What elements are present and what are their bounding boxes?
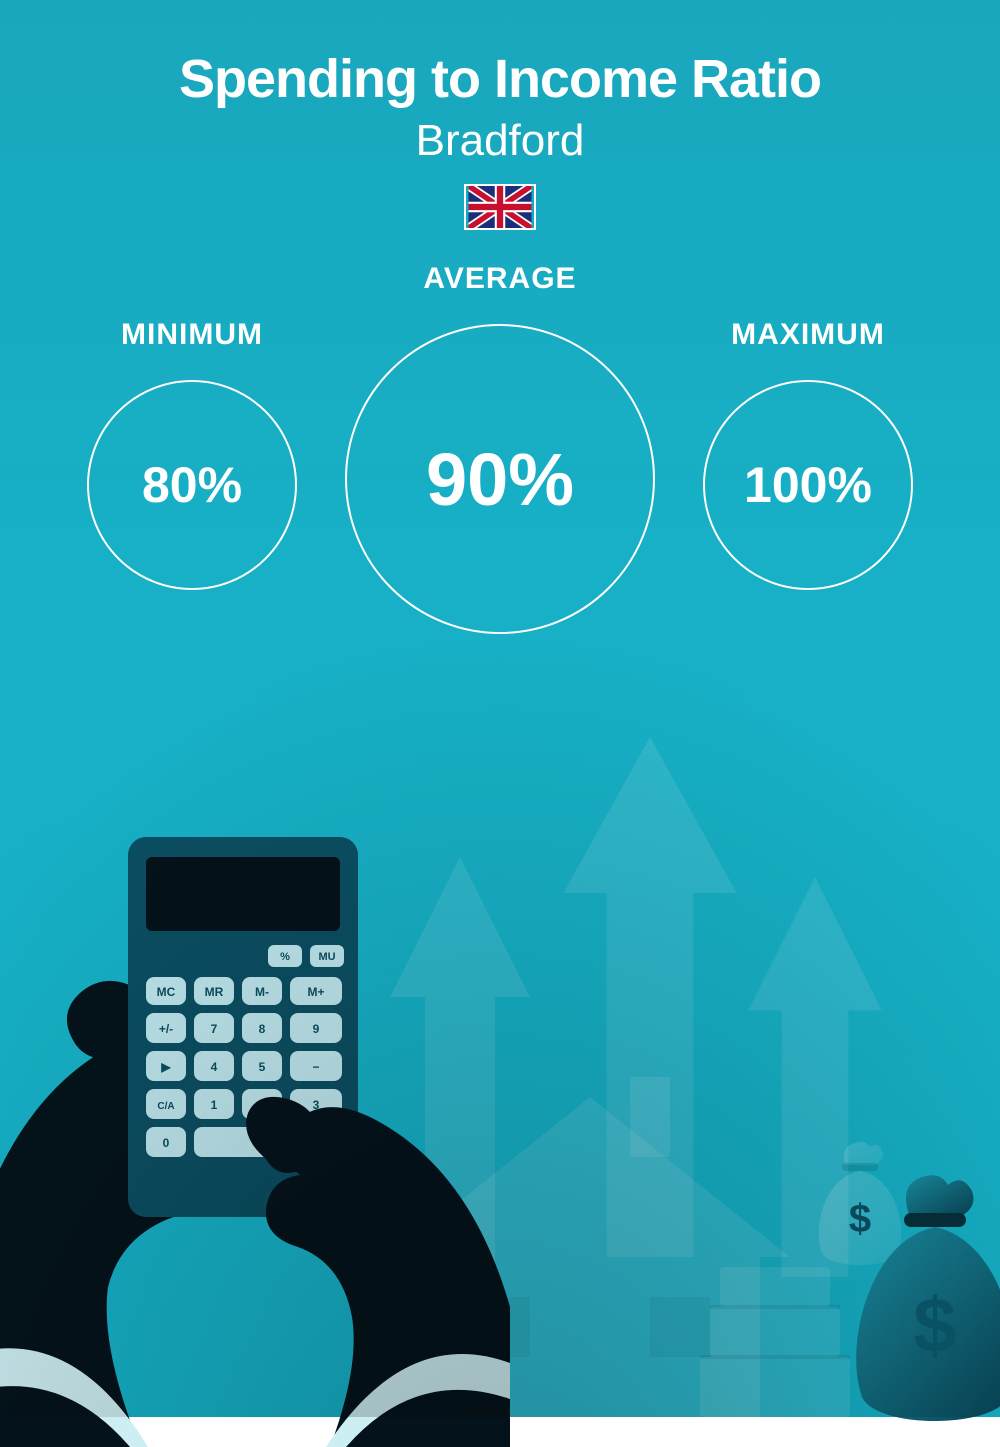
page-title: Spending to Income Ratio (0, 48, 1000, 110)
stat-circle-maximum: 100% (703, 380, 913, 590)
stats-row: MINIMUM 80% AVERAGE 90% MAXIMUM 100% (0, 318, 1000, 634)
stat-label-minimum: MINIMUM (121, 318, 263, 352)
stat-maximum: MAXIMUM 100% (703, 318, 913, 590)
uk-flag-icon (464, 184, 536, 230)
stat-label-average: AVERAGE (423, 262, 576, 296)
header: Spending to Income Ratio Bradford (0, 0, 1000, 230)
location-subtitle: Bradford (0, 116, 1000, 166)
stat-average: AVERAGE 90% (345, 262, 655, 634)
stat-circle-minimum: 80% (87, 380, 297, 590)
stat-value-average: 90% (426, 437, 574, 522)
stat-value-maximum: 100% (744, 456, 872, 514)
stat-label-maximum: MAXIMUM (731, 318, 885, 352)
stat-minimum: MINIMUM 80% (87, 318, 297, 590)
stat-circle-average: 90% (345, 324, 655, 634)
stat-value-minimum: 80% (142, 456, 242, 514)
